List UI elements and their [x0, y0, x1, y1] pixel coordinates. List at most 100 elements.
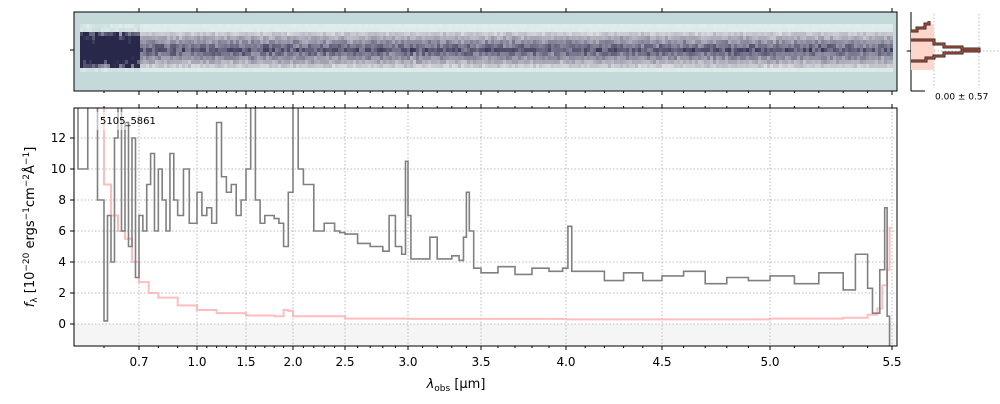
2d-pixel: [788, 52, 791, 56]
2d-pixel: [821, 52, 824, 56]
2d-pixel: [458, 24, 461, 28]
2d-pixel: [767, 44, 770, 48]
2d-pixel: [107, 68, 110, 72]
2d-pixel: [359, 28, 362, 32]
2d-pixel: [452, 40, 455, 44]
2d-pixel: [620, 64, 623, 68]
2d-pixel: [128, 24, 131, 28]
2d-pixel: [680, 60, 683, 64]
2d-pixel: [704, 40, 707, 44]
2d-pixel: [356, 56, 359, 60]
2d-pixel: [449, 40, 452, 44]
2d-pixel: [287, 44, 290, 48]
2d-pixel: [416, 60, 419, 64]
2d-pixel: [401, 64, 404, 68]
2d-pixel: [521, 48, 524, 52]
2d-pixel: [557, 52, 560, 56]
2d-pixel: [467, 56, 470, 60]
2d-pixel: [464, 64, 467, 68]
2d-pixel: [473, 36, 476, 40]
y-label-exp: −1: [22, 152, 32, 165]
2d-pixel: [590, 52, 593, 56]
2d-pixel: [473, 68, 476, 72]
2d-pixel: [455, 28, 458, 32]
2d-pixel: [455, 32, 458, 36]
2d-pixel: [152, 60, 155, 64]
2d-pixel: [239, 68, 242, 72]
2d-pixel: [584, 44, 587, 48]
2d-pixel: [404, 24, 407, 28]
2d-pixel: [578, 40, 581, 44]
2d-pixel: [134, 60, 137, 64]
2d-pixel: [836, 40, 839, 44]
2d-pixel: [578, 64, 581, 68]
2d-pixel: [881, 36, 884, 40]
2d-pixel: [881, 56, 884, 60]
2d-pixel: [638, 60, 641, 64]
2d-pixel: [392, 36, 395, 40]
2d-pixel: [128, 64, 131, 68]
2d-pixel: [584, 28, 587, 32]
2d-pixel: [713, 64, 716, 68]
2d-pixel: [308, 36, 311, 40]
2d-pixel: [533, 36, 536, 40]
2d-pixel: [137, 68, 140, 72]
2d-pixel: [590, 68, 593, 72]
2d-pixel: [302, 48, 305, 52]
2d-pixel: [578, 28, 581, 32]
2d-pixel: [290, 28, 293, 32]
2d-pixel: [581, 24, 584, 28]
2d-pixel: [704, 36, 707, 40]
2d-pixel: [773, 40, 776, 44]
2d-pixel: [668, 52, 671, 56]
2d-pixel: [677, 44, 680, 48]
2d-pixel: [650, 56, 653, 60]
2d-pixel: [131, 52, 134, 56]
2d-pixel: [332, 32, 335, 36]
2d-pixel: [398, 44, 401, 48]
2d-pixel: [596, 60, 599, 64]
profile-label: 0.00 ± 0.57: [935, 93, 988, 103]
2d-pixel: [281, 48, 284, 52]
2d-pixel: [719, 64, 722, 68]
2d-pixel: [356, 40, 359, 44]
2d-pixel: [296, 52, 299, 56]
2d-pixel: [392, 24, 395, 28]
2d-pixel: [686, 56, 689, 60]
2d-pixel: [335, 68, 338, 72]
2d-pixel: [740, 24, 743, 28]
2d-pixel: [389, 64, 392, 68]
2d-pixel: [497, 52, 500, 56]
2d-pixel: [128, 52, 131, 56]
2d-pixel: [266, 56, 269, 60]
2d-pixel: [572, 60, 575, 64]
2d-pixel: [326, 40, 329, 44]
2d-pixel: [443, 68, 446, 72]
2d-pixel: [881, 32, 884, 36]
2d-pixel: [878, 56, 881, 60]
2d-pixel: [461, 60, 464, 64]
2d-pixel: [164, 56, 167, 60]
2d-pixel: [761, 32, 764, 36]
2d-pixel: [482, 56, 485, 60]
2d-pixel: [662, 60, 665, 64]
2d-pixel: [473, 48, 476, 52]
2d-pixel: [437, 52, 440, 56]
2d-pixel: [677, 68, 680, 72]
2d-pixel: [170, 64, 173, 68]
2d-pixel: [728, 64, 731, 68]
2d-pixel: [500, 48, 503, 52]
2d-pixel: [350, 32, 353, 36]
2d-pixel: [101, 40, 104, 44]
2d-pixel: [101, 44, 104, 48]
2d-pixel: [389, 24, 392, 28]
2d-pixel: [485, 56, 488, 60]
2d-pixel: [758, 60, 761, 64]
2d-pixel: [284, 28, 287, 32]
2d-pixel: [107, 40, 110, 44]
2d-pixel: [125, 44, 128, 48]
2d-pixel: [353, 56, 356, 60]
2d-pixel: [683, 24, 686, 28]
2d-pixel: [146, 24, 149, 28]
2d-pixel: [185, 64, 188, 68]
